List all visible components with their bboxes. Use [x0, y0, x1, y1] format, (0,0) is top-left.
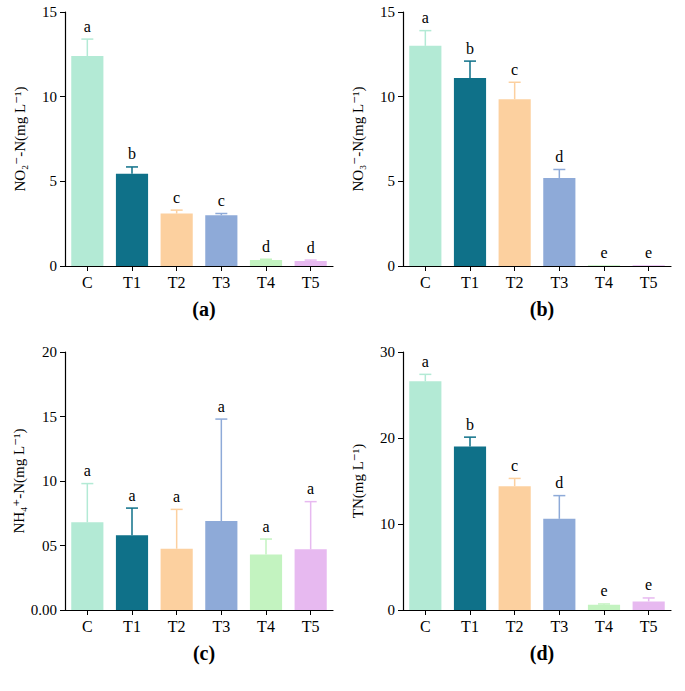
svg-text:(d): (d) [530, 642, 554, 665]
svg-text:a: a [422, 9, 429, 26]
svg-text:30: 30 [380, 344, 395, 360]
svg-text:e: e [645, 576, 652, 593]
svg-text:a: a [173, 488, 180, 505]
svg-text:e: e [600, 244, 607, 261]
svg-text:c: c [173, 189, 180, 206]
svg-text:T2: T2 [168, 618, 186, 635]
svg-text:T4: T4 [595, 274, 613, 291]
svg-text:0: 0 [388, 602, 396, 618]
svg-text:c: c [218, 192, 225, 209]
svg-text:T2: T2 [506, 274, 524, 291]
svg-text:C: C [82, 618, 93, 635]
svg-text:15: 15 [380, 4, 395, 20]
svg-text:d: d [555, 148, 563, 165]
svg-text:T2: T2 [506, 618, 524, 635]
svg-text:b: b [466, 40, 474, 57]
svg-text:(b): (b) [530, 298, 554, 321]
svg-text:e: e [645, 244, 652, 261]
svg-text:a: a [262, 518, 269, 535]
svg-text:T3: T3 [550, 618, 568, 635]
svg-text:20: 20 [380, 430, 395, 446]
svg-text:NH₄⁺-N(mg L⁻¹): NH₄⁺-N(mg L⁻¹) [11, 428, 28, 533]
svg-text:C: C [420, 274, 431, 291]
svg-text:0: 0 [50, 258, 58, 274]
svg-text:T3: T3 [212, 274, 230, 291]
svg-text:a: a [128, 487, 135, 504]
svg-text:T3: T3 [550, 274, 568, 291]
svg-text:15: 15 [42, 4, 57, 20]
svg-text:a: a [84, 18, 91, 35]
svg-text:T5: T5 [302, 618, 320, 635]
svg-text:b: b [128, 145, 136, 162]
svg-text:a: a [307, 480, 314, 497]
svg-text:20: 20 [42, 344, 57, 360]
svg-text:T4: T4 [257, 274, 275, 291]
svg-text:C: C [82, 274, 93, 291]
svg-text:10: 10 [42, 473, 57, 489]
svg-text:a: a [218, 398, 225, 415]
svg-text:5: 5 [50, 173, 58, 189]
svg-text:C: C [420, 618, 431, 635]
svg-text:TN(mg L⁻¹): TN(mg L⁻¹) [350, 444, 367, 518]
svg-text:0: 0 [388, 258, 396, 274]
svg-text:d: d [307, 239, 315, 256]
svg-text:10: 10 [42, 89, 57, 105]
svg-text:T2: T2 [168, 274, 186, 291]
svg-text:NO₂⁻-N(mg L⁻¹): NO₂⁻-N(mg L⁻¹) [12, 86, 29, 191]
svg-text:T5: T5 [302, 274, 320, 291]
svg-text:T1: T1 [461, 274, 479, 291]
svg-text:a: a [422, 353, 429, 370]
svg-text:(a): (a) [192, 298, 215, 321]
svg-text:T5: T5 [640, 618, 658, 635]
svg-text:c: c [511, 457, 518, 474]
svg-text:NO₃⁻-N(mg L⁻¹): NO₃⁻-N(mg L⁻¹) [350, 86, 367, 191]
svg-text:c: c [511, 61, 518, 78]
svg-text:T4: T4 [257, 618, 275, 635]
svg-text:(c): (c) [193, 642, 215, 665]
svg-text:15: 15 [42, 409, 57, 425]
svg-text:0.00: 0.00 [31, 602, 57, 618]
svg-text:5: 5 [388, 173, 396, 189]
svg-text:10: 10 [380, 516, 395, 532]
svg-text:T1: T1 [123, 618, 141, 635]
svg-text:d: d [555, 474, 563, 491]
svg-text:10: 10 [380, 89, 395, 105]
svg-text:05: 05 [42, 538, 57, 554]
svg-text:T3: T3 [212, 618, 230, 635]
svg-text:b: b [466, 416, 474, 433]
svg-text:T5: T5 [640, 274, 658, 291]
svg-text:e: e [600, 582, 607, 599]
svg-text:T1: T1 [461, 618, 479, 635]
svg-text:a: a [84, 462, 91, 479]
svg-text:T1: T1 [123, 274, 141, 291]
svg-text:T4: T4 [595, 618, 613, 635]
svg-text:d: d [262, 238, 270, 255]
